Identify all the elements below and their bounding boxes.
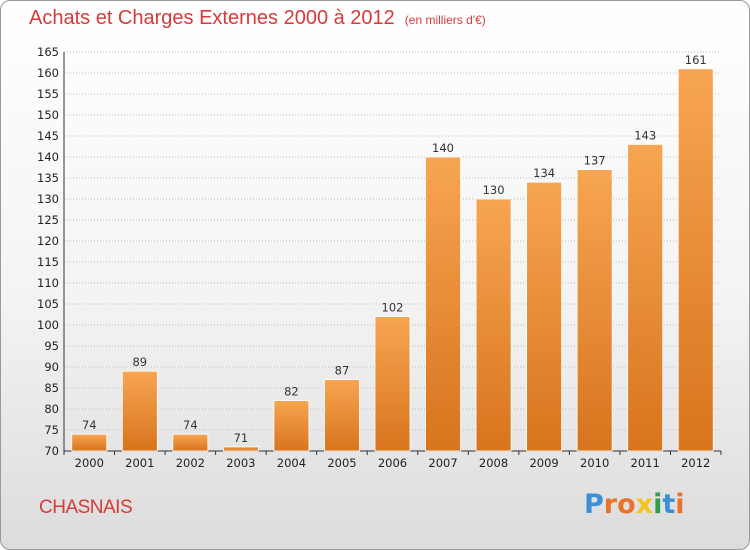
bar (677, 68, 714, 452)
bar (425, 156, 461, 452)
y-tick-label: 140 (37, 150, 59, 164)
bar (627, 143, 664, 452)
x-tick-label: 2007 (428, 456, 457, 470)
y-tick-label: 145 (37, 129, 59, 143)
y-tick-label: 70 (44, 444, 59, 458)
y-tick-label: 110 (37, 276, 59, 290)
logo-letter: i (653, 489, 663, 520)
x-tick-label: 2008 (479, 456, 508, 470)
bar-value-label: 130 (483, 183, 505, 197)
bar-value-label: 140 (432, 141, 454, 155)
bar (222, 446, 259, 452)
bar-value-label: 102 (382, 301, 404, 315)
bar (172, 433, 209, 452)
y-tick-label: 155 (37, 87, 59, 101)
proxiti-logo: Proxiti (584, 489, 685, 520)
bar-value-label: 161 (685, 53, 707, 67)
chart-title: Achats et Charges Externes 2000 à 2012 (e… (29, 7, 486, 30)
bar (526, 181, 563, 452)
y-tick-label: 85 (44, 381, 59, 395)
x-tick-label: 2005 (327, 456, 356, 470)
bar-value-label: 71 (234, 431, 249, 445)
bar (121, 370, 158, 452)
bar (475, 198, 512, 452)
bar-value-label: 87 (335, 364, 350, 378)
y-tick-label: 90 (44, 360, 59, 374)
bar-value-label: 134 (533, 166, 555, 180)
y-tick-label: 75 (44, 423, 59, 437)
y-tick-label: 160 (37, 66, 59, 80)
chart-title-text: Achats et Charges Externes 2000 à 2012 (29, 7, 395, 29)
bar (71, 433, 108, 452)
y-tick-label: 125 (37, 213, 59, 227)
bar-value-label: 137 (584, 154, 606, 168)
x-tick-label: 2004 (277, 456, 306, 470)
x-tick-label: 2001 (125, 456, 154, 470)
y-tick-label: 105 (37, 297, 59, 311)
logo-letter: t (662, 489, 676, 520)
bar (374, 316, 411, 452)
bar-value-label: 89 (132, 355, 147, 369)
bar-value-label: 74 (82, 418, 97, 432)
commune-name: CHASNAIS (39, 497, 133, 518)
x-tick-label: 2002 (176, 456, 205, 470)
x-tick-label: 2009 (529, 456, 558, 470)
y-tick-label: 95 (44, 339, 59, 353)
x-tick-label: 2011 (631, 456, 660, 470)
chart-unit: (en milliers d'€) (404, 13, 486, 27)
x-tick-label: 2003 (226, 456, 255, 470)
bar-value-label: 74 (183, 418, 198, 432)
logo-letter: i (675, 489, 685, 520)
bar (324, 379, 360, 452)
bar (273, 400, 310, 452)
logo-letter: P (584, 489, 604, 520)
x-tick-label: 2012 (681, 456, 710, 470)
y-tick-label: 120 (37, 234, 59, 248)
bar (576, 169, 613, 452)
y-tick-label: 135 (37, 171, 59, 185)
y-tick-label: 165 (37, 45, 59, 59)
y-tick-label: 80 (44, 402, 59, 416)
bar-value-label: 82 (284, 385, 299, 399)
logo-letter: o (617, 489, 636, 520)
y-tick-label: 100 (37, 318, 59, 332)
y-tick-label: 150 (37, 108, 59, 122)
x-tick-label: 2010 (580, 456, 609, 470)
logo-letter: x (635, 489, 654, 520)
x-tick-label: 2000 (75, 456, 104, 470)
x-tick-label: 2006 (378, 456, 407, 470)
logo-letter: r (603, 489, 618, 520)
y-tick-label: 130 (37, 192, 59, 206)
bar-value-label: 143 (634, 128, 656, 142)
y-tick-label: 115 (37, 255, 59, 269)
